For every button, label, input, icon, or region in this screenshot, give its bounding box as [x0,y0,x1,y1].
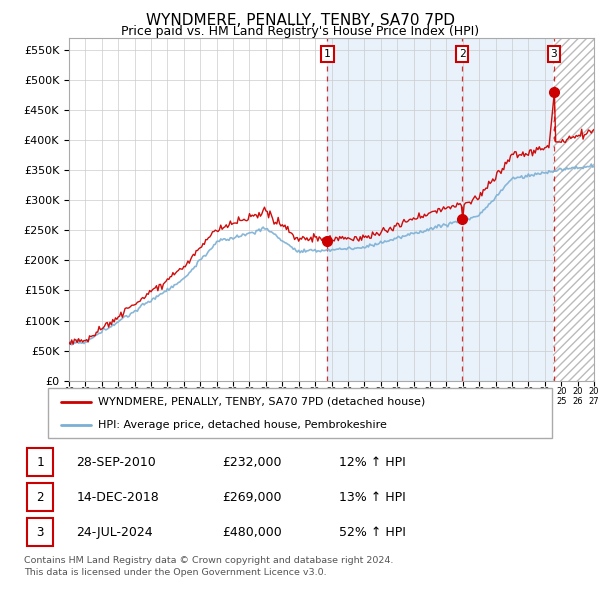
Text: £232,000: £232,000 [223,455,282,468]
Text: WYNDMERE, PENALLY, TENBY, SA70 7PD (detached house): WYNDMERE, PENALLY, TENBY, SA70 7PD (deta… [98,396,425,407]
Text: 14-DEC-2018: 14-DEC-2018 [76,490,159,504]
Text: 3: 3 [36,526,44,539]
Text: £480,000: £480,000 [223,526,283,539]
Text: Contains HM Land Registry data © Crown copyright and database right 2024.: Contains HM Land Registry data © Crown c… [24,556,394,565]
Text: 28-SEP-2010: 28-SEP-2010 [76,455,156,468]
Text: £269,000: £269,000 [223,490,282,504]
Bar [553,38,594,381]
Text: 24-JUL-2024: 24-JUL-2024 [76,526,153,539]
Text: 13% ↑ HPI: 13% ↑ HPI [338,490,406,504]
Text: 52% ↑ HPI: 52% ↑ HPI [338,526,406,539]
Text: This data is licensed under the Open Government Licence v3.0.: This data is licensed under the Open Gov… [24,568,326,576]
Text: 12% ↑ HPI: 12% ↑ HPI [338,455,406,468]
Text: 2: 2 [459,49,466,59]
Text: 3: 3 [551,49,557,59]
Text: HPI: Average price, detached house, Pembrokeshire: HPI: Average price, detached house, Pemb… [98,420,387,430]
Text: 2: 2 [36,490,44,504]
Bar [27,448,53,476]
Text: WYNDMERE, PENALLY, TENBY, SA70 7PD: WYNDMERE, PENALLY, TENBY, SA70 7PD [146,13,455,28]
Text: Price paid vs. HM Land Registry's House Price Index (HPI): Price paid vs. HM Land Registry's House … [121,25,479,38]
Text: 1: 1 [324,49,331,59]
Bar [27,483,53,512]
Bar [27,518,53,546]
Text: 1: 1 [36,455,44,468]
